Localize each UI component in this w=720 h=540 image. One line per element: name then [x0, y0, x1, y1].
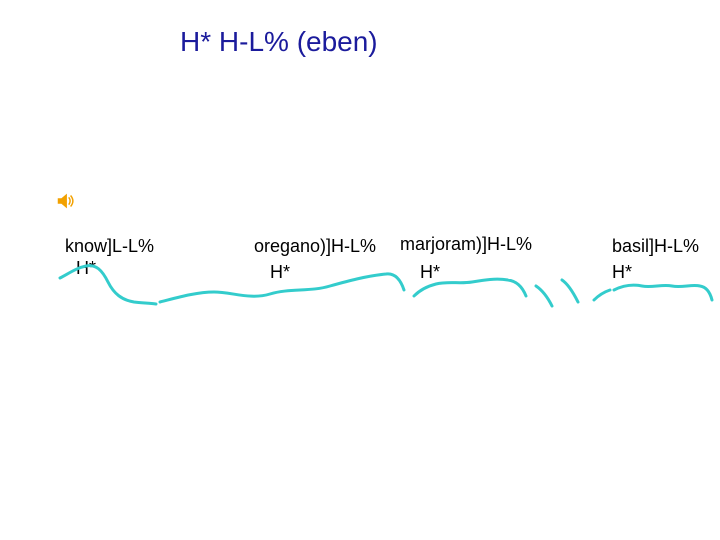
contour-group — [60, 266, 712, 306]
contour-basil-main — [614, 285, 712, 300]
contour-marjoram-tail-1 — [536, 286, 552, 306]
contour-marjoram-main — [414, 279, 526, 296]
contour-basil-lead — [594, 290, 610, 300]
contour-know-contour — [60, 266, 156, 304]
contour-marjoram-tail-2 — [562, 280, 578, 302]
pitch-contour — [0, 0, 720, 540]
contour-bridge-contour — [160, 274, 404, 302]
